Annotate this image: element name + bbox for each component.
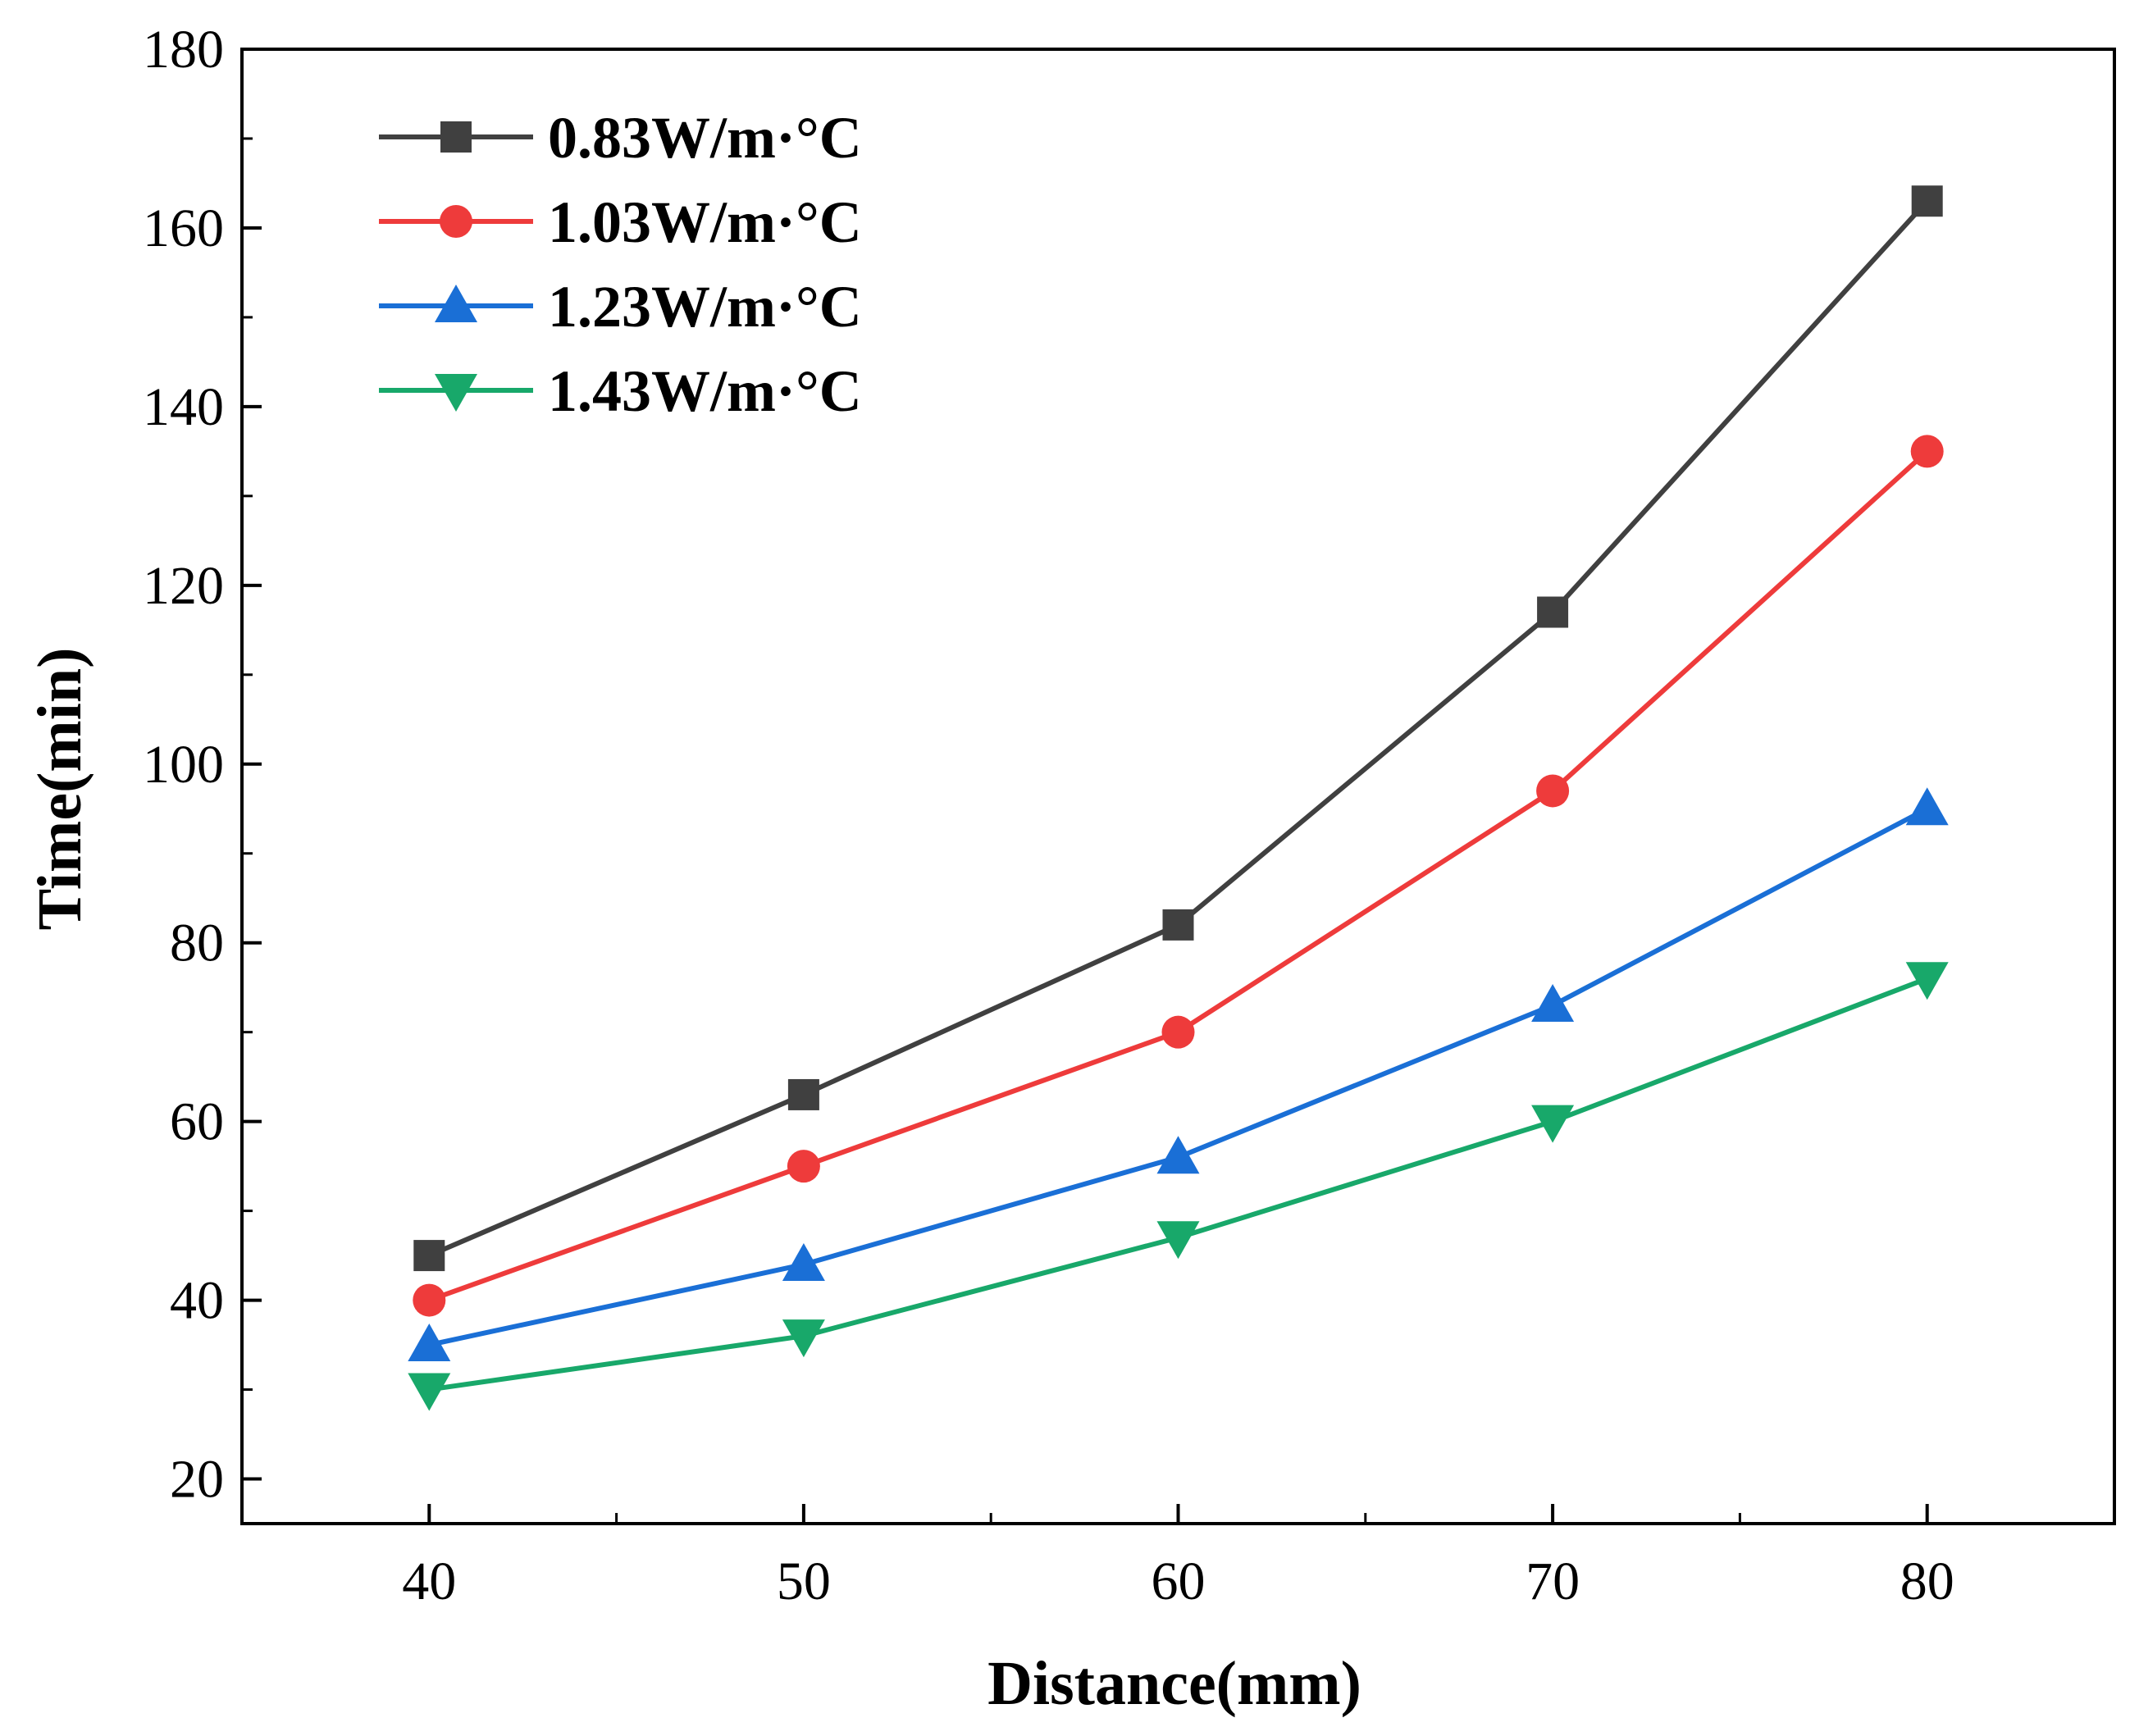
legend: 0.83W/m·°C 1.03W/m·°C 1.23W/m·°C 1.43W/m·°C (379, 105, 862, 424)
y-tick-label: 120 (143, 556, 224, 616)
legend-entry: 1.43W/m·°C (379, 358, 862, 424)
legend-entry: 0.83W/m·°C (379, 105, 862, 171)
data-point (787, 1078, 819, 1110)
x-tick-label: 80 (1900, 1551, 1954, 1611)
x-tick-label: 40 (402, 1551, 456, 1611)
data-point (1531, 1105, 1575, 1143)
data-point (1905, 962, 1949, 1000)
data-point (1536, 774, 1570, 808)
series-3 (408, 787, 1949, 1362)
legend-entry: 1.23W/m·°C (379, 274, 862, 339)
x-axis-title: Distance(mm) (987, 1649, 1361, 1718)
x-tick-label: 50 (777, 1551, 831, 1611)
data-point (1911, 185, 1943, 217)
legend-label: 0.83W/m·°C (548, 105, 862, 171)
y-tick-label: 20 (170, 1450, 224, 1510)
y-tick-label: 40 (170, 1271, 224, 1331)
x-tick-label: 60 (1152, 1551, 1206, 1611)
y-tick-label: 100 (143, 735, 224, 795)
legend-label: 1.23W/m·°C (548, 274, 862, 339)
data-point (413, 1283, 446, 1317)
legend-label: 1.43W/m·°C (548, 358, 862, 424)
data-point (408, 1324, 451, 1362)
legend-entry: 1.03W/m·°C (379, 189, 862, 255)
y-tick-label: 160 (143, 198, 224, 258)
data-point (782, 1242, 825, 1281)
data-point (1162, 909, 1194, 941)
data-point (408, 1373, 451, 1411)
legend-label: 1.03W/m·°C (548, 189, 862, 255)
data-point (413, 1240, 445, 1272)
series-1 (413, 185, 1943, 1272)
data-point (782, 1319, 825, 1358)
data-point (1156, 1221, 1200, 1260)
series-4 (408, 962, 1949, 1411)
plot-frame (240, 48, 2116, 1525)
data-point (787, 1150, 820, 1183)
y-tick-label: 140 (143, 377, 224, 437)
data-point (1905, 787, 1949, 826)
series-line (428, 806, 1929, 1347)
y-tick-label: 180 (143, 20, 224, 80)
data-point (1161, 1015, 1195, 1049)
y-tick-label: 60 (170, 1092, 224, 1152)
series-2 (413, 435, 1944, 1317)
data-point (1910, 435, 1944, 468)
legend-marker (435, 285, 477, 322)
legend-marker (440, 121, 472, 153)
legend-marker (435, 374, 477, 412)
y-axis-title: Time(min) (25, 648, 94, 931)
plot-border (240, 48, 2116, 1525)
x-axis: 40 50 60 70 80 (402, 1504, 1954, 1611)
plot-series-layer (408, 185, 1949, 1411)
legend-marker (440, 205, 472, 238)
data-point (1156, 1136, 1200, 1174)
y-axis: 20 40 60 80 100 120 140 160 180 (143, 20, 262, 1510)
y-tick-label: 80 (170, 914, 224, 973)
data-point (1537, 596, 1569, 628)
data-point (1531, 983, 1575, 1022)
x-tick-label: 70 (1526, 1551, 1580, 1611)
